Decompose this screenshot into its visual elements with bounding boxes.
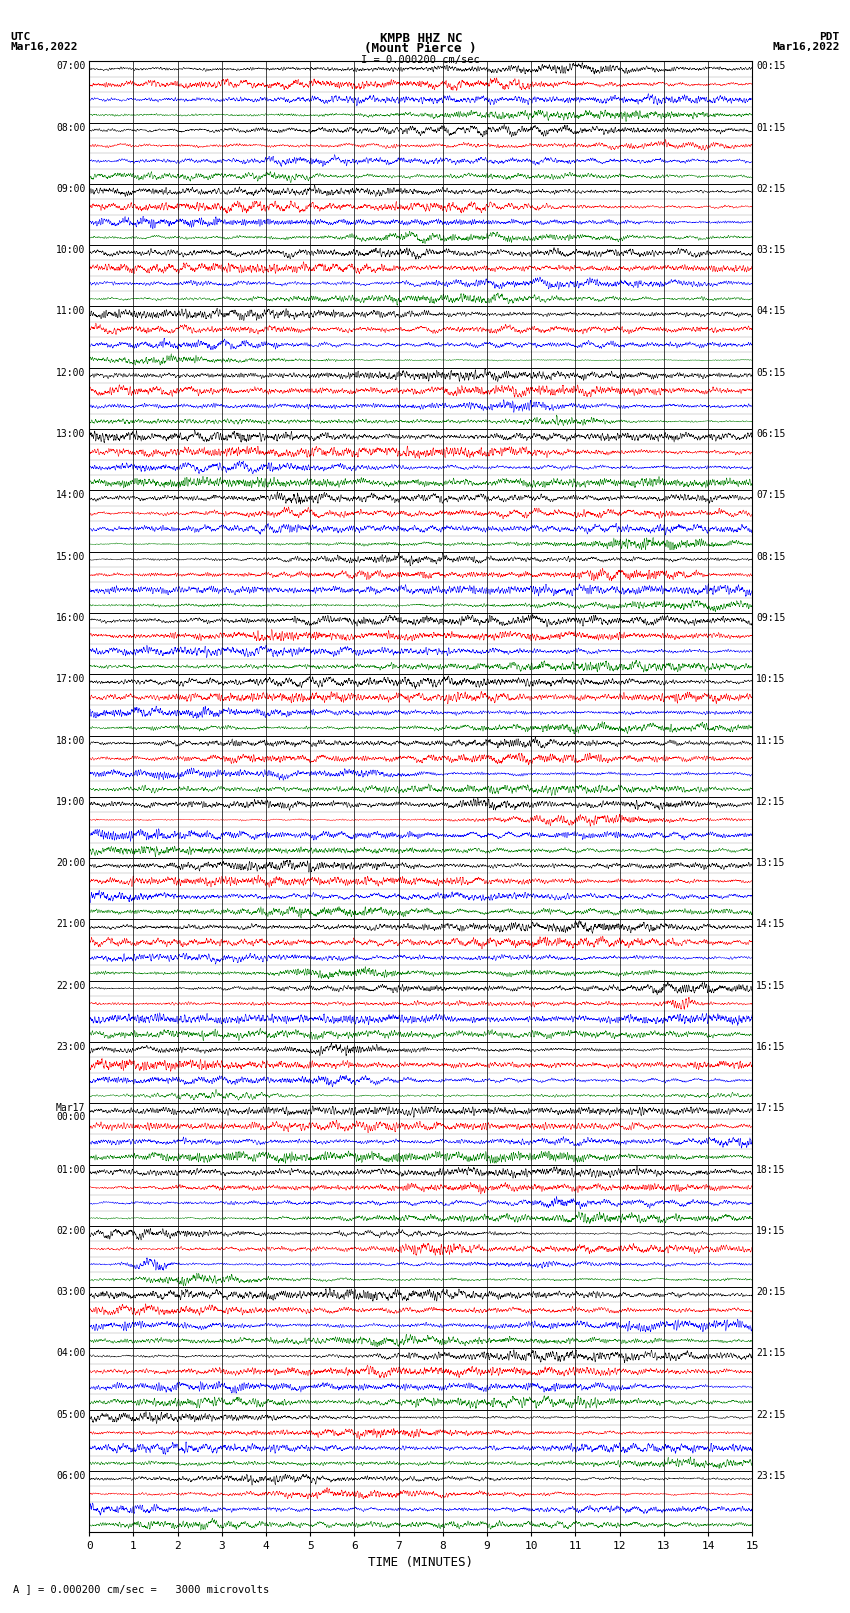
Text: 11:00: 11:00 [56,306,85,316]
Text: 16:15: 16:15 [756,1042,785,1052]
Text: 02:00: 02:00 [56,1226,85,1236]
Text: 04:00: 04:00 [56,1348,85,1358]
Text: 03:15: 03:15 [756,245,785,255]
Text: PDT: PDT [819,32,840,42]
Text: 12:00: 12:00 [56,368,85,377]
Text: 20:15: 20:15 [756,1287,785,1297]
Text: Mar17
00:00: Mar17 00:00 [56,1103,85,1123]
Text: 13:15: 13:15 [756,858,785,868]
Text: 06:00: 06:00 [56,1471,85,1481]
Text: 21:15: 21:15 [756,1348,785,1358]
Text: 23:15: 23:15 [756,1471,785,1481]
Text: UTC: UTC [10,32,31,42]
Text: 19:15: 19:15 [756,1226,785,1236]
Text: 00:15: 00:15 [756,61,785,71]
Text: 08:15: 08:15 [756,552,785,561]
Text: 10:15: 10:15 [756,674,785,684]
Text: 07:15: 07:15 [756,490,785,500]
Text: 10:00: 10:00 [56,245,85,255]
Text: 06:15: 06:15 [756,429,785,439]
Text: 14:15: 14:15 [756,919,785,929]
Text: 08:00: 08:00 [56,123,85,132]
Text: 01:00: 01:00 [56,1165,85,1174]
Text: 02:15: 02:15 [756,184,785,194]
Text: 20:00: 20:00 [56,858,85,868]
Text: 21:00: 21:00 [56,919,85,929]
Text: 22:15: 22:15 [756,1410,785,1419]
Text: 05:00: 05:00 [56,1410,85,1419]
Text: I = 0.000200 cm/sec: I = 0.000200 cm/sec [361,55,480,65]
Text: 17:00: 17:00 [56,674,85,684]
Text: 13:00: 13:00 [56,429,85,439]
Text: 09:00: 09:00 [56,184,85,194]
Text: 12:15: 12:15 [756,797,785,806]
Text: 23:00: 23:00 [56,1042,85,1052]
Text: 09:15: 09:15 [756,613,785,623]
Text: KMPB HHZ NC: KMPB HHZ NC [379,32,462,45]
Text: 07:00: 07:00 [56,61,85,71]
Text: 01:15: 01:15 [756,123,785,132]
Text: 22:00: 22:00 [56,981,85,990]
Text: 18:15: 18:15 [756,1165,785,1174]
X-axis label: TIME (MINUTES): TIME (MINUTES) [368,1555,473,1568]
Text: (Mount Pierce ): (Mount Pierce ) [365,42,477,55]
Text: 17:15: 17:15 [756,1103,785,1113]
Text: 16:00: 16:00 [56,613,85,623]
Text: 14:00: 14:00 [56,490,85,500]
Text: 05:15: 05:15 [756,368,785,377]
Text: Mar16,2022: Mar16,2022 [10,42,77,52]
Text: 04:15: 04:15 [756,306,785,316]
Text: 15:15: 15:15 [756,981,785,990]
Text: 11:15: 11:15 [756,736,785,745]
Text: A ] = 0.000200 cm/sec =   3000 microvolts: A ] = 0.000200 cm/sec = 3000 microvolts [13,1584,269,1594]
Text: 15:00: 15:00 [56,552,85,561]
Text: 03:00: 03:00 [56,1287,85,1297]
Text: 19:00: 19:00 [56,797,85,806]
Text: 18:00: 18:00 [56,736,85,745]
Text: Mar16,2022: Mar16,2022 [773,42,840,52]
